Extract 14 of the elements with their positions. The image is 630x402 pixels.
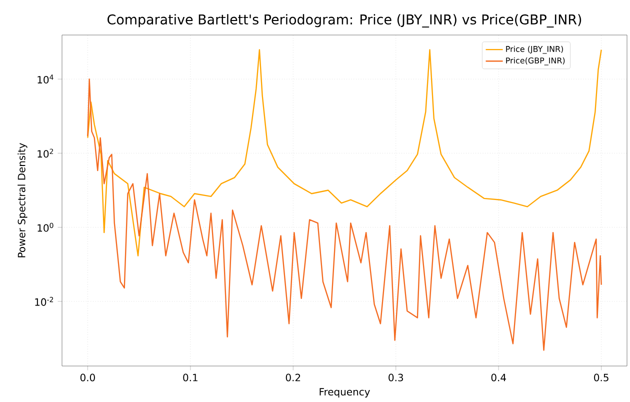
y-tick-label: 10$^{0}$ [38,222,54,232]
x-tick-label: 0.0 [80,374,95,382]
x-tick-label: 0.1 [183,374,198,382]
y-tick-label: 10$^{2}$ [38,148,54,158]
y-axis-title: Power Spectral Density [18,143,28,258]
x-tick-label: 0.3 [388,374,403,382]
x-tick-label: 0.4 [491,374,506,382]
chart-title: Comparative Bartlett's Periodogram: Price (JBY_INR) vs Price(GBP_INR) [108,14,582,28]
x-tick-label: 0.5 [594,374,608,382]
line-series [87,78,602,351]
y-tick-label: 10$^{4}$ [38,74,54,84]
x-tick-label: 0.2 [286,374,300,382]
y-tick-label: 10$^{-2}$ [35,296,54,306]
x-axis-title: Frequency [320,388,370,398]
